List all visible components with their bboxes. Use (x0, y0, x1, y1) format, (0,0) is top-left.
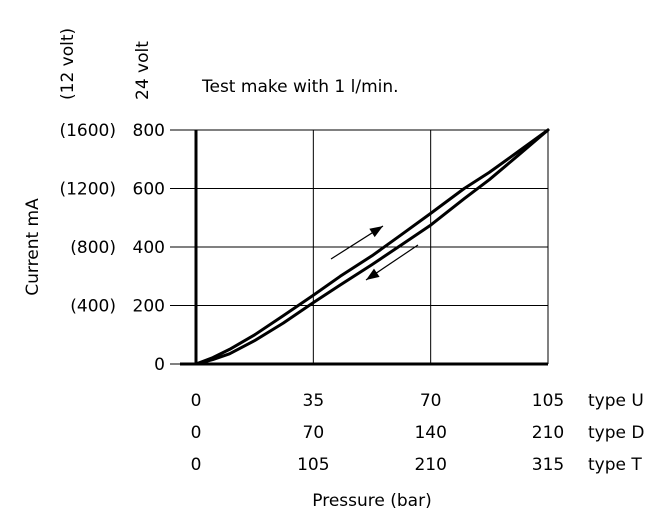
x-tick-labels: 0 35 70 105 type U 0 70 140 210 type D 0 105 210 315 t… (191, 391, 645, 475)
arrow-decreasing (365, 244, 419, 281)
chart-title: Test make with 1 l/min. (201, 77, 399, 97)
y-tick-labels: 0 200 400 600 800 (400) (800) (1200) (1600) (59, 121, 196, 375)
arrow-increasing (330, 225, 384, 260)
arrow-decreasing-head (366, 268, 380, 280)
x-tick-label: 315 (532, 455, 564, 475)
y-tick-label-24v: 200 (133, 297, 165, 317)
y-tick-label-24v: 600 (133, 180, 165, 200)
x-tick-label: 105 (297, 455, 329, 475)
x-scale-type-label: type D (588, 423, 644, 443)
y-tick-label-12v: (1200) (59, 180, 116, 200)
y-column-header-24v: 24 volt (133, 41, 153, 100)
x-tick-label: 210 (532, 423, 564, 443)
series-line-increasing (194, 128, 550, 366)
series-line-decreasing (194, 128, 550, 366)
data-series (194, 128, 550, 366)
y-tick-label-24v: 0 (154, 355, 165, 375)
x-tick-label: 0 (191, 455, 202, 475)
y-axis-label: Current mA (23, 198, 43, 296)
y-tick-label-24v: 800 (133, 121, 165, 141)
x-axis-label: Pressure (bar) (312, 491, 431, 511)
y-tick-label-24v: 400 (133, 238, 165, 258)
x-scale-type-label: type T (588, 455, 642, 475)
arrow-increasing-head (369, 226, 383, 238)
x-tick-label: 210 (414, 455, 446, 475)
grid-lines (180, 129, 548, 364)
x-tick-label: 0 (191, 423, 202, 443)
x-tick-label: 70 (303, 423, 325, 443)
x-scale-type-label: type U (588, 391, 644, 411)
y-tick-label-12v: (1600) (59, 121, 116, 141)
x-tick-label: 0 (191, 391, 202, 411)
y-tick-label-12v: (800) (70, 238, 116, 258)
x-tick-label: 70 (420, 391, 442, 411)
y-tick-label-12v: (400) (70, 297, 116, 317)
y-column-header-12v: (12 volt) (58, 28, 78, 100)
direction-arrows (330, 225, 419, 281)
x-tick-label: 105 (532, 391, 564, 411)
x-tick-label: 35 (303, 391, 325, 411)
x-tick-label: 140 (414, 423, 446, 443)
